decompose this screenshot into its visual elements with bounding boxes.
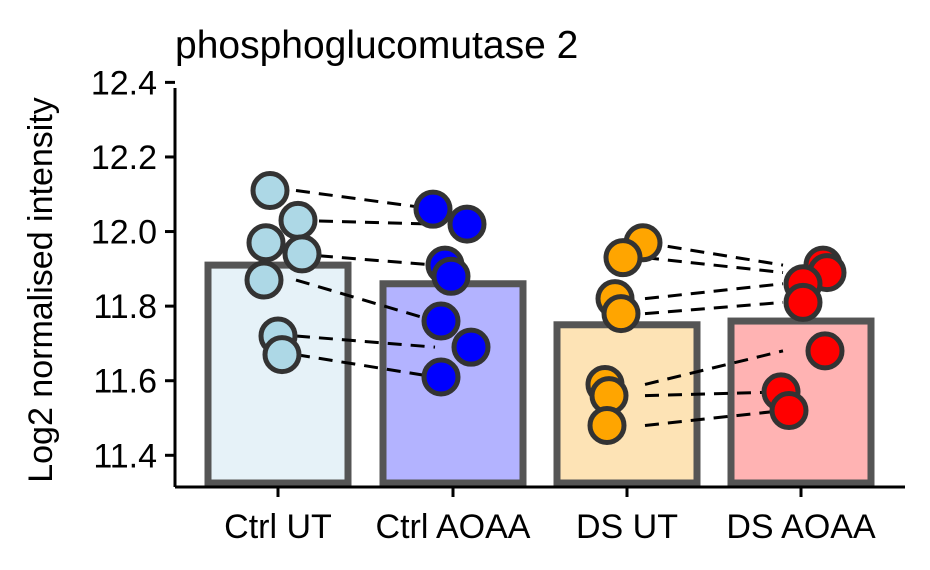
bars-layer: [204, 261, 875, 487]
data-point: [413, 189, 453, 229]
x-tick-label: DS AOAA: [726, 508, 876, 546]
y-tick-label: 12.2: [91, 139, 157, 177]
data-point: [431, 256, 471, 296]
x-tick-label: DS UT: [576, 508, 678, 546]
x-tick-label: Ctrl AOAA: [376, 508, 531, 546]
data-point: [601, 294, 641, 334]
data-point: [451, 327, 491, 367]
pair-lines-layer: [295, 189, 784, 427]
data-point: [262, 335, 302, 375]
y-tick-label: 11.8: [93, 288, 157, 326]
pair-line: [644, 241, 784, 267]
y-tick-label: 11.4: [93, 437, 157, 475]
pair-line: [644, 390, 784, 398]
data-point: [278, 200, 318, 240]
pair-line: [295, 334, 436, 349]
pair-line: [644, 256, 784, 275]
data-point: [421, 301, 461, 341]
data-point: [447, 204, 487, 244]
pair-line: [295, 353, 436, 379]
data-point: [769, 391, 809, 431]
y-tick-label: 12.4: [91, 64, 157, 102]
bar-ds-ut: [553, 321, 701, 487]
data-point: [587, 405, 627, 445]
data-point: [783, 282, 823, 322]
pair-line: [295, 189, 436, 211]
data-point: [250, 171, 290, 211]
pair-line: [295, 278, 436, 323]
data-point: [246, 223, 286, 263]
x-tick-label: Ctrl UT: [224, 508, 332, 546]
pair-line: [644, 349, 784, 386]
y-tick-label: 11.6: [93, 363, 157, 401]
pair-line: [644, 282, 784, 301]
data-point: [421, 357, 461, 397]
pair-line: [644, 409, 784, 427]
bar-ctrl-ut: [204, 261, 352, 487]
pair-line: [644, 300, 784, 316]
axes-layer: 11.4 11.6 11.8 12.0 12.2 12.4 Ctrl UT Ctrl AOAA…: [91, 64, 905, 546]
pair-line: [295, 218, 436, 226]
data-point: [603, 238, 643, 278]
y-axis-label: Log2 normalised intensity: [22, 97, 60, 483]
points-layer: [244, 171, 847, 445]
y-tick-label: 12.0: [91, 214, 157, 252]
chart-title: phosphoglucomutase 2: [175, 24, 578, 67]
data-point: [805, 331, 845, 371]
data-point: [282, 234, 322, 274]
data-point: [244, 260, 284, 300]
